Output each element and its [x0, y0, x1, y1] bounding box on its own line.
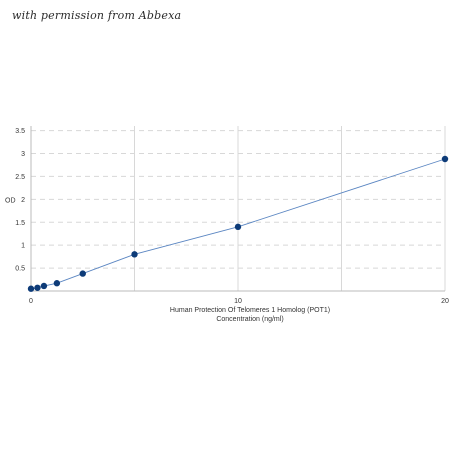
x-tick-label: 20	[441, 298, 449, 305]
y-tick-label: 3.5	[15, 128, 25, 135]
axes	[30, 126, 445, 292]
x-tick-label: 10	[234, 298, 242, 305]
grid-lines	[31, 126, 446, 291]
watermark-text: with permission from Abbexa	[12, 9, 182, 22]
data-points	[27, 155, 449, 292]
y-axis-label: OD	[5, 197, 16, 204]
data-point	[79, 270, 86, 277]
y-tick-label: 0.5	[15, 266, 25, 273]
data-point	[53, 280, 61, 287]
y-tick-label: 2	[21, 197, 25, 204]
tick-labels: 0.5 1 1.5 2 2.5 3 3.5 0 10 20	[15, 128, 449, 305]
data-point	[234, 223, 242, 231]
data-point	[34, 284, 41, 291]
x-tick-label: 0	[29, 298, 33, 305]
data-point	[40, 282, 48, 290]
y-tick-label: 1	[21, 243, 25, 250]
data-point	[441, 155, 449, 163]
x-axis-label-line2: Concentration (ng/ml)	[216, 316, 283, 323]
y-tick-label: 1.5	[15, 220, 25, 227]
y-tick-label: 3	[21, 151, 25, 158]
data-point	[27, 285, 35, 292]
x-axis-label-line1: Human Protection Of Telomeres 1 Homolog …	[170, 307, 330, 314]
data-point	[131, 251, 138, 258]
y-tick-label: 2.5	[15, 174, 25, 181]
